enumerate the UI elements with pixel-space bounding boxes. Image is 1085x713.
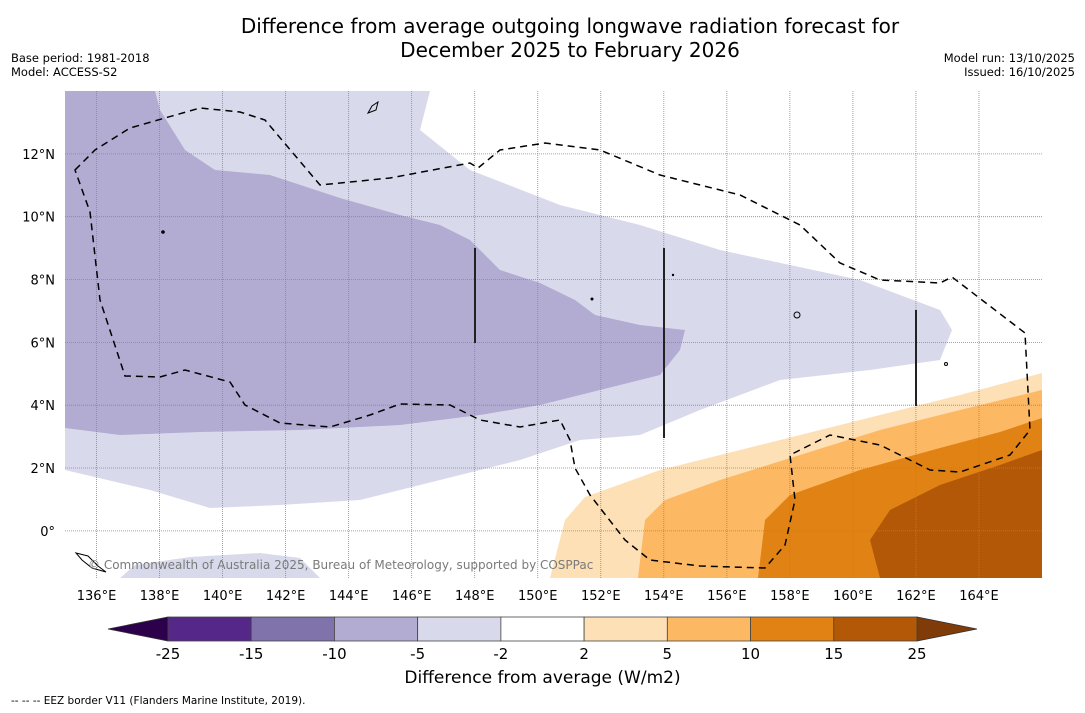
longitude-tick-label: 144°E [329,589,369,604]
colorbar-tick-label: 10 [741,645,760,663]
colorbar-tick-label: -10 [322,645,347,663]
longitude-tick-label: 164°E [959,589,999,604]
longitude-tick-label: 138°E [140,589,180,604]
colorbar-bin [417,616,502,642]
meta-left: Base period: 1981-2018 Model: ACCESS-S2 [11,51,150,79]
meta-right: Model run: 13/10/2025 Issued: 16/10/2025 [944,51,1075,79]
copyright-notice: © Commonwealth of Australia 2025, Bureau… [88,558,594,572]
model-name: Model: ACCESS-S2 [11,65,118,79]
issued-date: Issued: 16/10/2025 [964,65,1075,79]
colorbar-under-extension [107,616,169,642]
island-outline [793,311,801,319]
latitude-tick-label: 2°N [31,462,56,477]
longitude-tick-label: 158°E [770,589,810,604]
colorbar-tick-label: 5 [663,645,673,663]
island-dot [590,297,594,301]
longitude-tick-label: 156°E [707,589,747,604]
longitude-tick-label: 142°E [266,589,306,604]
island-dot [944,362,948,366]
longitude-tick-label: 150°E [518,589,558,604]
anomaly-region-light-purple-south [120,553,320,578]
colorbar-over-extension [916,616,978,642]
colorbar-tick-label: -15 [239,645,264,663]
colorbar: -25 -15 -10 -5 -2 2 5 10 15 25 [107,616,978,663]
eez-legend-note: -- -- -- EEZ border V11 (Flanders Marine… [11,695,306,707]
island-dot [161,230,165,234]
colorbar-tick-label: 2 [579,645,589,663]
model-run: Model run: 13/10/2025 [943,51,1075,65]
latitude-tick-label: 10°N [22,211,55,226]
eez-border [74,107,1031,569]
colorbar-bin [500,616,585,642]
latitude-tick-label: 12°N [22,148,55,163]
colorbar-bin [750,616,835,642]
island-outline [366,100,379,114]
latitude-tick-label: 0° [40,525,55,540]
colorbar-bin [666,616,751,642]
colorbar-bin [250,616,335,642]
anomaly-region-deep-orange [870,450,1042,578]
colorbar-tick-label: -25 [156,645,181,663]
base-period: Base period: 1981-2018 [11,51,150,65]
colorbar-tick-label: -2 [493,645,508,663]
longitude-tick-label: 160°E [833,589,873,604]
anomaly-region-medium-purple [65,91,685,435]
longitude-tick-labels: 136°E 138°E 140°E 142°E 144°E 146°E 148°E 150°E… [77,589,999,604]
colorbar-bin [334,616,419,642]
island-outline [74,552,107,573]
colorbar-tick-label: -5 [410,645,425,663]
colorbar-title: Difference from average (W/m2) [404,668,681,688]
longitude-tick-label: 148°E [455,589,495,604]
longitude-tick-label: 152°E [581,589,621,604]
colorbar-tick-label: 15 [824,645,843,663]
colorbar-bin [583,616,668,642]
map-title: Difference from average outgoing longwav… [240,14,900,62]
longitude-tick-label: 162°E [896,589,936,604]
colorbar-bin [167,616,252,642]
colorbar-tick-label: 25 [907,645,926,663]
longitude-tick-label: 136°E [77,589,117,604]
longitude-tick-label: 154°E [644,589,684,604]
longitude-tick-label: 140°E [203,589,243,604]
island-dot [671,273,675,277]
latitude-tick-label: 8°N [31,274,56,289]
gridlines [65,91,1042,578]
latitude-tick-label: 4°N [31,399,56,414]
longitude-tick-label: 146°E [392,589,432,604]
latitude-tick-label: 6°N [31,336,56,351]
latitude-tick-labels: 12°N 10°N 8°N 6°N 4°N 2°N 0° [22,148,55,540]
map-plot-area [65,91,1042,578]
colorbar-bin [833,616,918,642]
